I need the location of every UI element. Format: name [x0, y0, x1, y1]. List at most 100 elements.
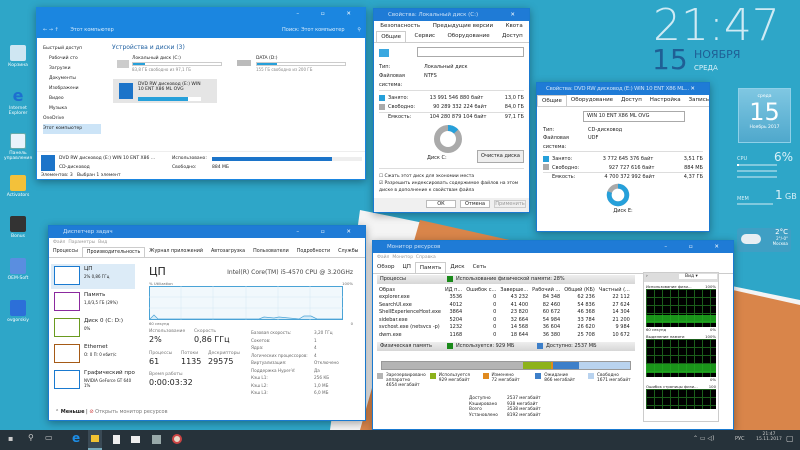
tab-network[interactable]: Сеть: [472, 264, 487, 270]
tab-general[interactable]: Общие: [537, 95, 567, 106]
tray-icons[interactable]: ⌃ ▭ ◁): [693, 435, 715, 442]
open-resource-monitor-link[interactable]: ⊘ Открыть монитор ресурсов: [89, 409, 168, 415]
desktop-icon-ovgorskiy[interactable]: ovgorskiy: [2, 300, 34, 323]
volume-label-input[interactable]: [417, 47, 524, 57]
column-header[interactable]: Образ: [379, 286, 395, 293]
perf-item[interactable]: Ethernet О: 0 П: 0 кбит/с: [51, 342, 135, 367]
nav-onedrive[interactable]: OneDrive: [43, 116, 65, 121]
explorer-titlebar[interactable]: – ▫ ✕: [37, 8, 365, 22]
tab-disk[interactable]: Диск: [450, 264, 465, 270]
tab-general[interactable]: Общие: [376, 31, 407, 42]
desktop-icon-activators[interactable]: Activators: [2, 175, 34, 198]
table-row[interactable]: ShellExperienceHost.exe 3864 0 23 820 60 672…: [377, 309, 632, 317]
taskmgr-titlebar[interactable]: Диспетчер задач – ▫ ✕: [49, 226, 365, 238]
window-controls[interactable]: – ▫ ✕: [296, 11, 361, 17]
desktop-icon-ie[interactable]: e Internet Explorer: [8, 86, 28, 117]
table-row[interactable]: sidebar.exe 5204 0 32 664 54 984 33 784 21 200: [377, 316, 632, 324]
nav-this-pc[interactable]: Этот компьютер: [43, 124, 101, 134]
resmon-titlebar[interactable]: Монитор ресурсов – ▫ ✕: [373, 241, 733, 253]
column-header[interactable]: Ошибок с...: [466, 286, 497, 293]
ok-button[interactable]: ОК: [426, 200, 456, 208]
tab-performance[interactable]: Производительность: [81, 247, 146, 257]
drive-c[interactable]: Локальный диск (C:) 83,8 ГБ свободно из …: [132, 56, 222, 72]
taskbar-clock[interactable]: 21:47 15.11.2017: [756, 432, 782, 442]
search-icon[interactable]: ⚲: [357, 27, 361, 33]
tab-recording[interactable]: Запись: [688, 97, 709, 103]
disk-cleanup-button[interactable]: Очистка диска: [476, 150, 524, 163]
cancel-button[interactable]: Отмена: [460, 200, 490, 208]
tab-sharing[interactable]: Доступ: [502, 33, 523, 39]
close-icon[interactable]: ✕: [690, 86, 705, 92]
search-input[interactable]: Поиск: Этот компьютер: [282, 27, 345, 33]
column-header[interactable]: Рабочий ...: [532, 286, 561, 293]
perf-item[interactable]: Диск 0 (C: D:) 0%: [51, 316, 135, 341]
column-header[interactable]: ИД п...: [444, 286, 463, 293]
column-header[interactable]: Частный (...: [598, 286, 630, 293]
table-row[interactable]: SearchUI.exe 4012 0 41 400 82 460 54 836 27 62…: [377, 301, 632, 309]
nav-documents[interactable]: Документы: [49, 76, 76, 81]
dialog-titlebar[interactable]: Свойства: DVD RW дисковод (E:) WIN 10 EN…: [537, 83, 709, 95]
perf-item[interactable]: Память 1,0/3,5 ГБ (29%): [51, 290, 135, 315]
language-indicator[interactable]: РУС: [735, 436, 745, 442]
nav-music[interactable]: Музыка: [49, 106, 67, 111]
desktop-icon-recycle-bin[interactable]: Корзина: [2, 45, 34, 68]
drive-d[interactable]: DATA (D:) 155 ГБ свободно из 200 ГБ: [256, 56, 346, 72]
mail-icon[interactable]: [131, 436, 140, 443]
back-forward-icons[interactable]: ← → ↑: [43, 27, 59, 33]
tab-settings[interactable]: Настройка: [649, 97, 681, 103]
tab-sharing[interactable]: Доступ: [621, 97, 642, 103]
file-explorer-taskbar[interactable]: [88, 430, 102, 450]
search-icon[interactable]: ⚲: [28, 433, 34, 442]
task-view-icon[interactable]: ▭: [45, 433, 53, 442]
dialog-titlebar[interactable]: Свойства: Локальный диск (C:) ✕: [374, 9, 529, 21]
column-header[interactable]: Общий (КБ): [564, 286, 595, 293]
tab-security[interactable]: Безопасность: [380, 23, 421, 29]
tab-services[interactable]: Службы: [338, 249, 359, 254]
perf-item[interactable]: ЦП 2% 0,86 ГГц: [51, 264, 135, 289]
tab-quota[interactable]: Квота: [505, 23, 523, 29]
table-row[interactable]: svchost.exe (netsvcs -p) 1232 0 14 568 36 60…: [377, 324, 632, 332]
tab-cpu[interactable]: ЦП: [402, 264, 411, 270]
table-row[interactable]: explorer.exe 3536 0 43 232 84 348 62 236 22 11…: [377, 294, 632, 302]
store-icon[interactable]: [113, 435, 120, 444]
tab-app-history[interactable]: Журнал приложений: [149, 249, 203, 254]
desktop-icon-control-panel[interactable]: Панель управления: [2, 133, 34, 161]
apply-button[interactable]: Применить: [494, 200, 526, 208]
tab-tools[interactable]: Сервис: [414, 33, 436, 39]
edge-icon[interactable]: e: [72, 431, 81, 445]
nav-pictures[interactable]: Изображени: [49, 86, 79, 91]
tab-previous-versions[interactable]: Предыдущие версии: [432, 23, 494, 29]
tab-hardware[interactable]: Оборудование: [447, 33, 490, 39]
fewer-details-button[interactable]: ⌃ Меньше: [55, 409, 85, 415]
tab-memory[interactable]: Память: [414, 262, 447, 273]
expand-icon[interactable]: ›: [646, 274, 648, 279]
action-center-icon[interactable]: ▢: [786, 434, 794, 443]
volume-label-input[interactable]: WIN 10 ENT X86 ML OVG: [583, 111, 685, 122]
processes-header[interactable]: Процессы Использование физической памяти:…: [377, 275, 635, 284]
desktop-icon-oem[interactable]: OEM-Soft: [2, 258, 34, 281]
start-button[interactable]: ▪: [8, 434, 14, 443]
tab-users[interactable]: Пользователи: [253, 249, 289, 254]
view-dropdown[interactable]: Вид ▾: [679, 274, 717, 279]
index-checkbox[interactable]: ☑ Разрешить индексировать содержимое фай…: [379, 181, 519, 193]
disk-usage-donut: [606, 183, 630, 206]
resource-monitor-taskbar-icon[interactable]: [172, 434, 182, 444]
tab-startup[interactable]: Автозагрузка: [210, 249, 246, 254]
column-header[interactable]: Заверше...: [500, 286, 529, 293]
nav-downloads[interactable]: Загрузки: [49, 66, 71, 71]
compress-checkbox[interactable]: ☐ Сжать этот диск для экономии места: [379, 174, 475, 179]
desktop-icon-bonus[interactable]: Bonus: [2, 216, 34, 239]
nav-desktop[interactable]: Рабочий сто: [49, 56, 78, 61]
tab-overview[interactable]: Обзор: [377, 264, 395, 270]
address-path[interactable]: Этот компьютер: [70, 27, 114, 33]
nav-videos[interactable]: Видео: [49, 96, 64, 101]
tab-processes[interactable]: Процессы: [53, 249, 78, 254]
task-manager-taskbar-icon[interactable]: [152, 435, 161, 444]
drive-e-selected[interactable]: DVD RW дисковод (E:) WIN 10 ENT X86 ML O…: [113, 79, 217, 103]
perf-item[interactable]: Графический про NVIDIA GeForce GT 640 1%: [51, 368, 135, 393]
nav-quick-access[interactable]: Быстрый доступ: [43, 46, 83, 51]
tab-hardware[interactable]: Оборудование: [570, 97, 614, 103]
tab-details[interactable]: Подробности: [296, 249, 331, 254]
physical-memory-header[interactable]: Физическая память Используется: 929 МБ Дос…: [377, 342, 635, 351]
table-row[interactable]: dwm.exe 1168 0 18 644 36 380 25 708 10 672: [377, 331, 632, 339]
